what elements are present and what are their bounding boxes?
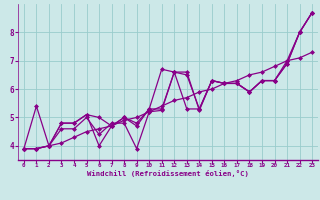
X-axis label: Windchill (Refroidissement éolien,°C): Windchill (Refroidissement éolien,°C) xyxy=(87,170,249,177)
